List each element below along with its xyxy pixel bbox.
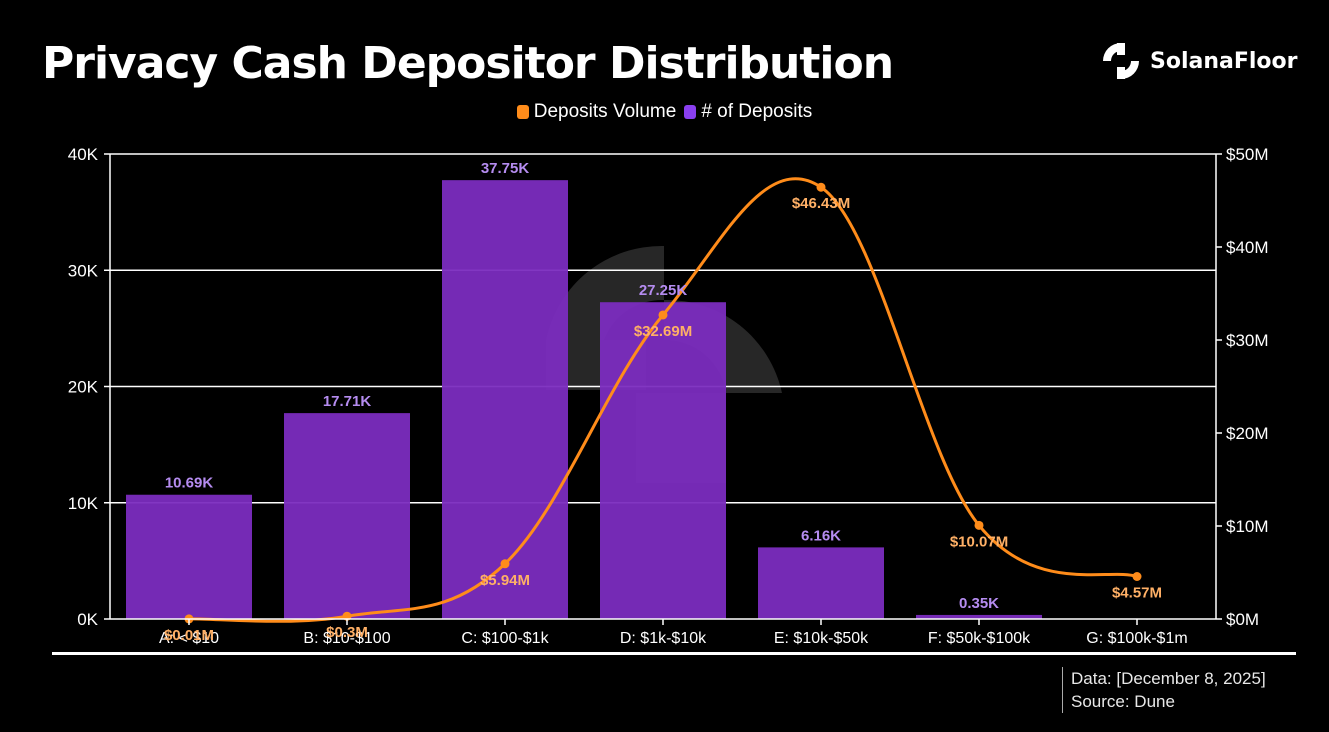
legend-label-deposits: # of Deposits [701,101,813,122]
y-left-tick-label: 20K [68,378,99,397]
brand: SolanaFloor [1100,40,1298,82]
bar [126,494,252,619]
bar [284,413,410,619]
y-right-tick-label: $40M [1226,238,1269,257]
y-right-tick-label: $10M [1226,517,1269,536]
line-data-label: $0.01M [164,627,214,644]
footer: Data: [December 8, 2025] Source: Dune [1062,667,1266,713]
bar [600,302,726,619]
footer-data-date: Data: [December 8, 2025] [1071,669,1266,688]
line-data-label: $32.69M [634,323,692,340]
footer-source: Source: Dune [1071,692,1175,711]
bar [916,614,1042,619]
y-left-tick-label: 40K [68,145,99,164]
legend-item-deposits[interactable]: # of Deposits [684,101,812,123]
axes: 0K 10K 20K 30K 40K $0M $10M $20M $30M $40M $50M A: … [68,145,1269,647]
x-tick-label: C: $100-$1k [461,630,549,647]
legend-swatch-volume [516,105,529,119]
line-data-label: $5.94M [480,572,530,589]
legend-item-volume[interactable]: Deposits Volume [516,101,677,123]
x-tick-label: D: $1k-$10k [620,630,707,647]
legend: Deposits Volume # of Deposits [0,101,1329,123]
bar [442,180,568,619]
bar-data-label: 6.16K [801,527,841,544]
volume-point [1132,571,1142,581]
legend-label-volume: Deposits Volume [533,101,677,122]
bar-data-label: 37.75K [481,160,530,177]
bar-data-label: 27.25K [639,282,688,299]
x-tick-label: B: $10-$100 [303,630,390,647]
bottom-divider [52,652,1296,655]
legend-swatch-deposits [684,105,697,119]
bar-data-label: 0.35K [959,595,999,612]
y-right-tick-label: $0M [1226,610,1259,629]
line-data-label: $0.3M [326,624,368,641]
x-tick-label: A: < $10 [159,630,219,647]
y-left-tick-label: 30K [68,261,99,280]
y-left-tick-label: 10K [68,494,99,513]
volume-point [500,559,510,569]
solanafloor-logo-icon [1103,43,1139,79]
x-tick-label: G: $100k-$1m [1086,630,1187,647]
data-labels: 10.69K 17.71K 37.75K 27.25K 6.16K 0.35K $0.01M… [164,160,1162,644]
line-data-label: $10.07M [950,533,1008,550]
line-data-label: $46.43M [792,195,850,212]
y-right-tick-label: $50M [1226,145,1269,164]
chart-title: Privacy Cash Depositor Distribution [42,38,894,89]
volume-point [816,182,826,192]
brand-name: SolanaFloor [1150,48,1298,74]
x-tick-label: F: $50k-$100k [928,630,1031,647]
y-right-tick-label: $20M [1226,424,1269,443]
y-left-tick-label: 0K [77,610,98,629]
bar-data-label: 10.69K [165,475,214,492]
bar [758,547,884,619]
bar-data-label: 17.71K [323,393,372,410]
volume-point [974,520,984,530]
volume-point [658,310,668,320]
line-data-label: $4.57M [1112,584,1162,601]
y-right-tick-label: $30M [1226,331,1269,350]
bar-series [126,180,1042,619]
x-tick-label: E: $10k-$50k [774,630,869,647]
